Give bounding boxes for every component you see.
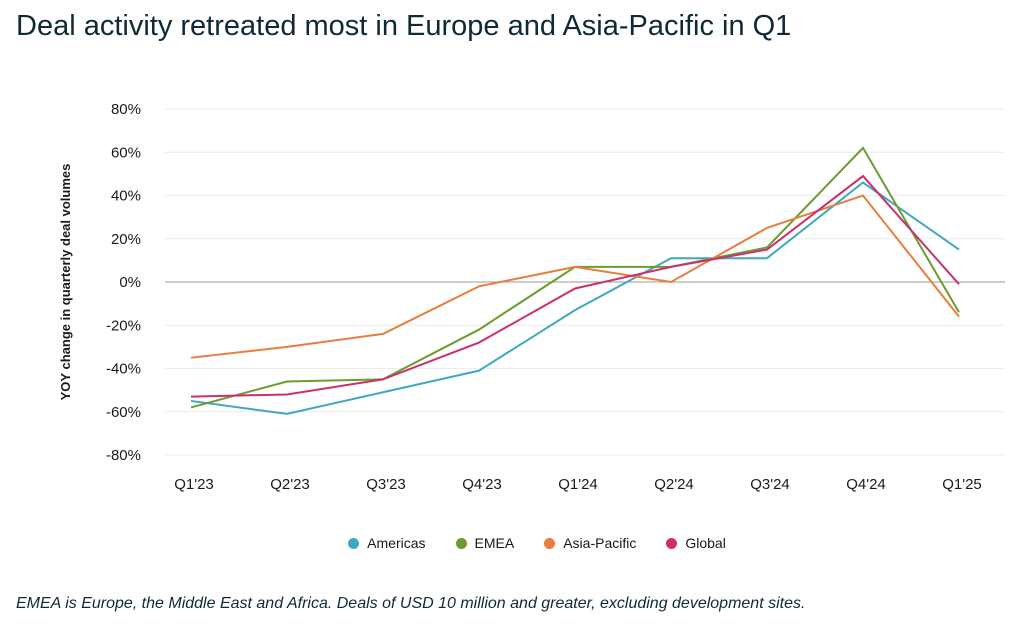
- x-tick-label: Q2'23: [270, 476, 310, 493]
- legend-dot-icon: [544, 537, 556, 549]
- x-tick-label: Q4'24: [846, 476, 886, 493]
- y-axis-label: YOY change in quarterly deal volumes: [58, 164, 73, 401]
- y-tick-label: 80%: [111, 101, 141, 118]
- legend-label: EMEA: [474, 535, 515, 551]
- chart-title: Deal activity retreated most in Europe a…: [16, 10, 792, 42]
- y-tick-label: -80%: [106, 447, 141, 464]
- legend-dot-icon: [455, 537, 467, 549]
- legend-label: Americas: [367, 535, 426, 551]
- x-tick-label: Q1'25: [942, 476, 982, 493]
- y-tick-label: 20%: [111, 231, 141, 248]
- y-tick-label: 60%: [111, 144, 141, 161]
- series-line-asia-pacific: [190, 194, 960, 359]
- legend-dot-icon: [348, 537, 360, 549]
- footnote: EMEA is Europe, the Middle East and Afri…: [16, 595, 806, 612]
- legend-item: Asia-Pacific: [544, 535, 636, 551]
- y-tick-label: -40%: [106, 361, 141, 378]
- legend-item: Global: [666, 535, 726, 551]
- series-line-global: [190, 174, 960, 398]
- y-tick-label: -20%: [106, 317, 141, 334]
- legend: Americas EMEA Asia-Pacific Global: [0, 535, 1024, 551]
- legend-label: Global: [685, 535, 726, 551]
- x-tick-label: Q3'24: [750, 476, 790, 493]
- x-tick-label: Q1'24: [558, 476, 598, 493]
- legend-dot-icon: [666, 537, 678, 549]
- x-tick-label: Q4'23: [462, 476, 502, 493]
- x-tick-label: Q1'23: [174, 476, 214, 493]
- legend-item: EMEA: [455, 535, 515, 551]
- series-line-americas: [190, 181, 960, 415]
- y-tick-label: 0%: [119, 274, 141, 291]
- y-tick-label: -60%: [106, 404, 141, 421]
- y-tick-label: 40%: [111, 188, 141, 205]
- legend-item: Americas: [348, 535, 426, 551]
- legend-label: Asia-Pacific: [563, 535, 637, 551]
- x-tick-label: Q2'24: [654, 476, 694, 493]
- x-tick-label: Q3'23: [366, 476, 406, 493]
